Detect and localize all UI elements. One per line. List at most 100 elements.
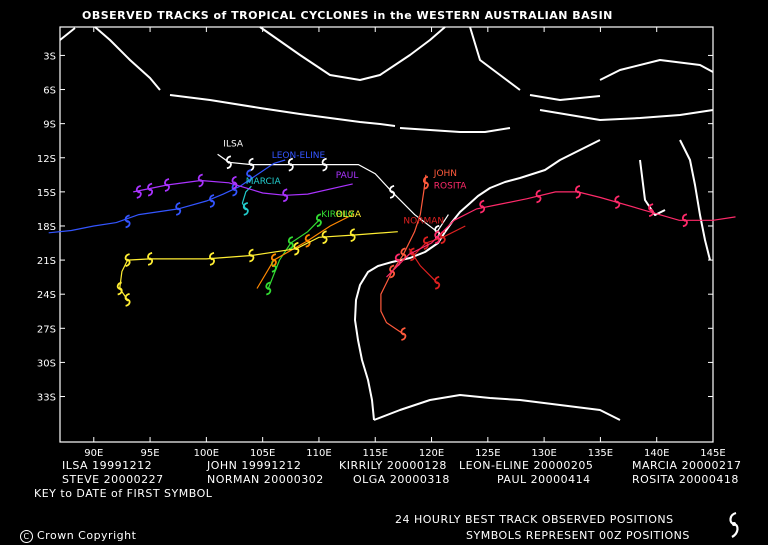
cyclone-symbol-icon xyxy=(116,281,123,296)
legend-name: ILSA xyxy=(62,459,89,472)
track-label: KIRRILY xyxy=(321,210,355,220)
coastline xyxy=(373,394,621,421)
lat-label: 6S xyxy=(43,86,56,97)
coastline xyxy=(399,127,511,133)
cyclone-symbol-icon xyxy=(394,253,401,267)
track-label: JOHN xyxy=(433,169,457,179)
legend-ilsa: ILSA 19991212 xyxy=(62,459,152,472)
legend-date: 20000418 xyxy=(678,473,739,486)
cyclone-symbol-icon xyxy=(209,252,215,266)
lon-label: 105E xyxy=(250,448,275,459)
lon-label: 130E xyxy=(531,448,556,459)
coastline xyxy=(539,109,714,121)
cyclone-symbol-icon xyxy=(248,157,255,172)
legend-steve: STEVE 20000227 xyxy=(62,473,164,486)
lon-label: 120E xyxy=(419,448,444,459)
legend-name: ROSITA xyxy=(632,473,675,486)
cyclone-symbol-icon xyxy=(287,157,294,172)
cyclone-symbol-icon xyxy=(246,169,253,183)
footer-line-1: 24 HOURLY BEST TRACK OBSERVED POSITIONS xyxy=(395,513,674,526)
track-line xyxy=(48,159,286,234)
coastlines xyxy=(59,26,714,421)
cyclone-symbol-icon xyxy=(147,182,154,197)
track-label: NORMAN xyxy=(403,217,444,227)
track-line xyxy=(380,174,427,335)
track-line xyxy=(119,231,398,301)
legend-name: OLGA xyxy=(353,473,386,486)
cyclone-symbol-icon xyxy=(479,199,486,214)
cyclone-symbol-icon xyxy=(293,241,300,256)
lat-label: 9S xyxy=(43,120,56,131)
legend-date: 19991212 xyxy=(92,459,153,472)
cyclone-symbol-icon xyxy=(304,233,311,248)
cyclone-symbol-icon xyxy=(321,230,328,245)
cyclone-symbol-icon xyxy=(164,178,170,192)
cyclone-symbol-icon xyxy=(434,275,441,290)
legend-name: PAUL xyxy=(497,473,527,486)
track-steve xyxy=(256,214,353,289)
cyclone-symbol-icon xyxy=(175,202,182,216)
cyclone-tracks xyxy=(48,153,736,341)
track-leon-eline xyxy=(48,159,286,234)
cyclone-symbol-icon xyxy=(321,157,328,172)
cyclone-symbol-icon xyxy=(248,248,255,263)
lat-label: 18S xyxy=(37,222,56,233)
cyclone-symbol-icon xyxy=(135,185,142,199)
lon-label: 100E xyxy=(194,448,219,459)
map-title: OBSERVED TRACKS of TROPICAL CYCLONES in … xyxy=(82,9,613,22)
coastline xyxy=(469,26,601,101)
key-text: KEY to DATE of FIRST SYMBOL xyxy=(34,487,213,500)
cyclone-symbol-icon xyxy=(535,189,542,204)
legend-john: JOHN 19991212 xyxy=(207,459,301,472)
track-label: ILSA xyxy=(223,139,244,149)
cyclone-symbol-icon xyxy=(614,195,621,209)
cyclone-symbol-icon xyxy=(315,213,322,228)
track-line xyxy=(133,179,353,196)
track-marcia xyxy=(241,185,252,216)
legend-date: 20000227 xyxy=(103,473,164,486)
legend-name: JOHN xyxy=(207,459,238,472)
cyclone-symbol-icon xyxy=(197,173,204,188)
legend-date: 20000302 xyxy=(263,473,324,486)
legend-date: 20000217 xyxy=(681,459,742,472)
cyclone-symbol-icon xyxy=(389,185,396,199)
track-label: ROSITA xyxy=(434,182,468,192)
lon-label: 125E xyxy=(475,448,500,459)
cyclone-symbol-icon xyxy=(282,188,289,203)
coastline xyxy=(59,26,161,91)
lat-label: 21S xyxy=(37,256,56,267)
cyclone-symbol-icon xyxy=(225,155,232,170)
lat-label: 27S xyxy=(37,324,56,335)
lon-label: 115E xyxy=(363,448,388,459)
cyclone-symbol-icon xyxy=(287,236,294,250)
lat-label: 24S xyxy=(37,290,56,301)
cyclone-symbol-icon xyxy=(242,202,249,216)
cyclone-symbol-icon xyxy=(265,281,272,296)
lon-label: 95E xyxy=(141,448,160,459)
cyclone-symbol-icon xyxy=(648,203,655,217)
cyclone-symbol-icon xyxy=(124,253,131,267)
cyclone-symbol-icon xyxy=(270,253,277,267)
coastline xyxy=(169,94,396,127)
cyclone-symbol-icon xyxy=(422,175,429,190)
cyclone-symbol-icon xyxy=(574,185,581,199)
track-line xyxy=(256,214,353,289)
lat-label: 12S xyxy=(37,154,56,165)
lat-label: 30S xyxy=(37,358,56,369)
legend-date: 20000318 xyxy=(389,473,450,486)
track-rosita xyxy=(386,185,736,278)
cyclone-symbol-icon xyxy=(349,228,356,242)
coastline xyxy=(639,159,666,216)
legend-olga: OLGA 20000318 xyxy=(353,473,450,486)
track-norman xyxy=(408,225,466,290)
legend-name: MARCIA xyxy=(632,459,678,472)
track-label: MARCIA xyxy=(246,177,282,187)
copyright-text: Crown Copyright xyxy=(37,529,137,542)
track-label: LEON-ELINE xyxy=(272,151,326,161)
legend-date: 20000128 xyxy=(386,459,447,472)
legend-date: 19991212 xyxy=(241,459,302,472)
coastline xyxy=(259,26,446,81)
legend-date: 20000414 xyxy=(530,473,591,486)
lon-label: 90E xyxy=(84,448,103,459)
copyright: C Crown Copyright xyxy=(20,529,136,543)
